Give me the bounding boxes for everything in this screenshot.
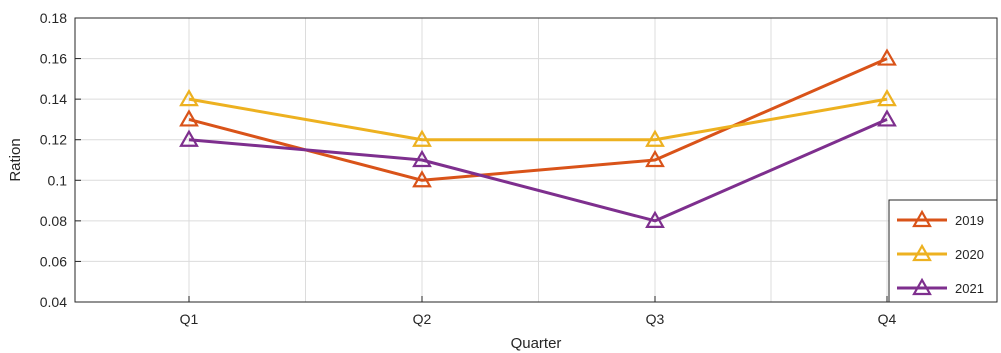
data-point-2020 [179,88,199,107]
data-point-2019 [877,48,897,66]
plot-frame [74,17,998,303]
data-point-2020 [412,129,432,147]
y-tick-label: 0.18 [40,10,67,26]
x-tick-label: Q2 [413,311,432,327]
grid-layer [75,18,997,302]
x-tick-label: Q1 [180,311,199,327]
legend-box [888,199,998,303]
data-point-2021 [645,210,665,228]
data-point-2021 [412,149,432,168]
x-tick-label: Q4 [878,311,897,327]
y-tick-label: 0.08 [40,213,67,229]
legend-label-2021: 2021 [955,281,984,296]
y-tick-label: 0.06 [40,253,67,269]
legend-marker-2019 [912,209,932,228]
data-point-2019 [179,109,199,127]
y-tick-label: 0.14 [40,91,67,107]
y-axis-title: Ration [7,138,24,181]
legend-marker-2021 [912,277,932,296]
plot-area [75,18,997,302]
data-point-2019 [645,149,665,168]
series-line-2021 [188,118,888,223]
data-point-2019 [412,170,432,188]
data-point-2020 [877,88,897,107]
tick-layer: 0.04 0.06 0.08 0.1 0.12 0.14 0.16 0.18 Q1 Q2 Q3 Q4 [40,10,897,327]
x-tick-label: Q3 [646,311,665,327]
data-point-2021 [877,109,897,127]
series-layer [179,48,897,228]
data-point-2020 [645,129,665,147]
y-tick-label: 0.16 [40,51,67,67]
series-line-2020 [188,97,888,142]
y-tick-label: 0.12 [40,132,67,148]
y-tick-label: 0.1 [48,172,68,188]
legend-label-2020: 2020 [955,247,984,262]
y-tick-label: 0.04 [40,294,67,310]
legend: 2019 2020 2021 [888,199,998,303]
x-axis-title: Quarter [511,335,562,352]
legend-marker-2020 [912,243,932,262]
data-point-2021 [179,129,199,147]
legend-label-2019: 2019 [955,213,984,228]
